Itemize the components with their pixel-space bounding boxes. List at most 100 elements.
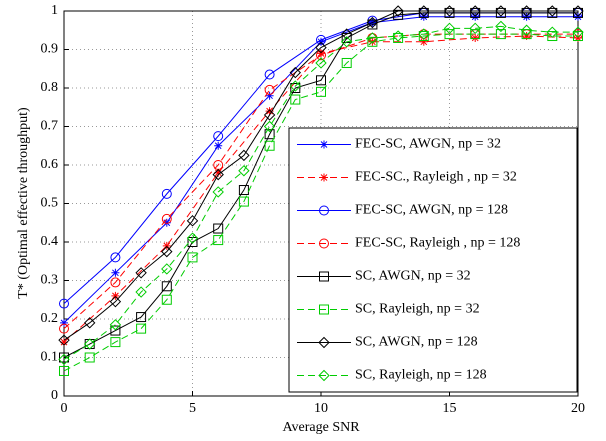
legend-box (288, 127, 578, 393)
data-point (58, 353, 70, 366)
data-point (110, 325, 121, 336)
data-point (546, 5, 559, 17)
data-point (135, 267, 147, 279)
data-point (161, 213, 172, 224)
data-point (572, 26, 584, 38)
data-point (522, 32, 531, 41)
legend-marker (318, 336, 330, 349)
legend-marker (319, 238, 329, 249)
y-tick-label: 0.5 (41, 196, 59, 211)
data-point (213, 131, 224, 142)
data-point (60, 338, 68, 347)
data-point (238, 185, 249, 196)
data-point (161, 263, 173, 275)
data-point (495, 20, 507, 33)
data-point (444, 7, 455, 18)
data-point (212, 168, 224, 181)
data-point (315, 41, 327, 54)
data-point (470, 29, 481, 40)
series-line (63, 10, 578, 341)
data-point (469, 5, 481, 17)
series-line (63, 25, 578, 360)
legend-label: SC, Rayleigh, np = 128 (355, 368, 487, 383)
data-point (136, 323, 147, 334)
y-tick-label: 0.8 (41, 80, 59, 95)
data-point (495, 5, 507, 17)
data-point (186, 215, 199, 227)
data-point (161, 294, 172, 305)
x-tick-label: 10 (314, 401, 328, 416)
data-point (546, 26, 559, 38)
data-point (418, 5, 430, 17)
data-point (213, 223, 224, 234)
legend-label: FEC-SC., Rayleigh , np = 32 (355, 170, 517, 185)
legend-marker (319, 205, 329, 216)
data-point (418, 7, 429, 18)
data-point (161, 188, 172, 199)
data-point (520, 24, 533, 36)
data-point (471, 33, 480, 42)
legend-label: FEC-SC, AWGN, np = 128 (355, 203, 508, 218)
legend-marker (319, 304, 329, 315)
data-point (238, 165, 250, 177)
data-point (238, 196, 249, 207)
data-point (419, 37, 428, 46)
data-point (289, 80, 302, 92)
data-point (60, 318, 68, 327)
data-point (59, 298, 69, 309)
data-point (418, 31, 429, 42)
data-point (471, 12, 480, 21)
data-point (572, 5, 584, 17)
data-point (110, 252, 121, 263)
data-point (263, 120, 276, 133)
data-point (59, 323, 69, 334)
data-point (265, 91, 274, 100)
data-point (392, 5, 404, 17)
x-tick-label: 20 (571, 401, 585, 416)
legend-label: SC, Rayleigh, np = 32 (355, 302, 480, 317)
data-point (521, 7, 532, 18)
data-point (419, 12, 428, 21)
data-point (162, 241, 171, 250)
data-point (263, 109, 276, 121)
y-tick-label: 0.4 (41, 234, 59, 249)
data-point (495, 7, 506, 18)
data-point (214, 141, 223, 150)
data-point (264, 140, 275, 151)
y-tick-label: 0 (51, 388, 58, 403)
data-point (522, 12, 531, 21)
data-point (162, 218, 171, 227)
data-point (316, 75, 326, 86)
data-point (341, 57, 352, 68)
data-point (317, 49, 325, 58)
data-point (264, 69, 275, 80)
y-tick-label: 0.3 (41, 273, 59, 288)
data-point (573, 7, 583, 18)
data-point (547, 31, 558, 42)
data-point (367, 36, 378, 47)
data-point (161, 245, 173, 258)
data-point (136, 312, 147, 323)
data-point (393, 9, 404, 20)
data-point (289, 66, 302, 79)
data-point (213, 235, 224, 246)
legend-label: SC, AWGN, np = 32 (355, 269, 471, 284)
data-point (187, 252, 198, 263)
data-point (469, 22, 481, 35)
x-tick-label: 0 (61, 401, 68, 416)
data-point (470, 7, 481, 18)
data-point (214, 168, 223, 177)
data-point (574, 12, 582, 21)
data-point (59, 365, 69, 376)
data-point (315, 57, 327, 69)
data-point (264, 84, 275, 95)
legend-label: SC, AWGN, np = 128 (355, 335, 478, 350)
data-point (186, 232, 199, 244)
data-point (443, 22, 456, 35)
data-point (212, 186, 224, 198)
legend-label: FEC-SC, Rayleigh , np = 128 (355, 236, 520, 251)
data-point (83, 317, 96, 329)
series-line (63, 33, 578, 372)
